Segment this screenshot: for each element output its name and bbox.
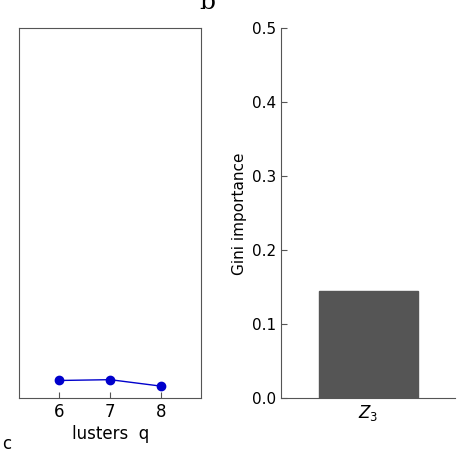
Bar bbox=[319, 291, 418, 398]
Text: b: b bbox=[200, 0, 215, 14]
Y-axis label: Gini importance: Gini importance bbox=[232, 152, 247, 274]
Text: c: c bbox=[2, 435, 12, 453]
X-axis label: lusters  q: lusters q bbox=[72, 425, 149, 443]
